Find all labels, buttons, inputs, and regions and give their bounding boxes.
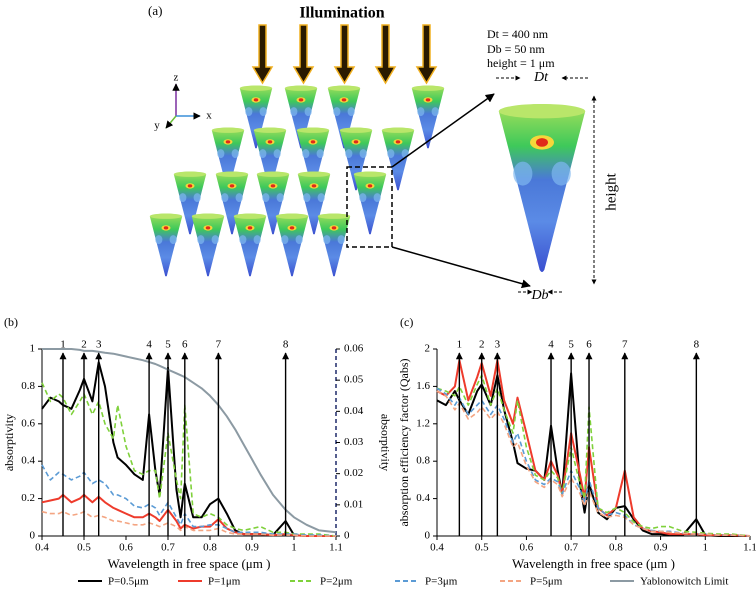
x-tick-label: 0.6 [520, 542, 534, 554]
annotation-label: 1 [60, 339, 66, 351]
x-axis-label: Wavelength in free space (μm ) [108, 556, 271, 571]
y2-tick-label: 0.03 [344, 436, 364, 448]
y-tick-label: 0.6 [21, 417, 35, 429]
dim-label: Dt [533, 70, 549, 85]
spec-text: Dt = 400 nm [487, 27, 549, 41]
x-axis-label: Wavelength in free space (μm ) [512, 556, 675, 571]
axes-triad [165, 83, 201, 129]
y-axis-label: absorptivity [2, 414, 16, 471]
annotation-label: 6 [182, 339, 188, 351]
annotation-label: 8 [283, 339, 289, 351]
y-tick-label: 0.8 [416, 455, 430, 467]
x-tick-label: 0.8 [609, 542, 623, 554]
zoom-box [346, 166, 393, 248]
y-tick-label: 2 [425, 343, 431, 355]
legend-label: P=5μm [530, 576, 563, 588]
annotation-label: 8 [694, 339, 700, 351]
axis-name: z [174, 72, 179, 84]
y-tick-label: 0.2 [21, 492, 35, 504]
cone-array [149, 85, 445, 277]
x-tick-label: 1 [703, 542, 709, 554]
y-tick-label: 0 [30, 530, 36, 542]
x-tick-label: 1 [291, 542, 297, 554]
annotation-label: 1 [457, 339, 463, 351]
diagram: (a) Illumination Dt = 400 nm Db = 50 nm … [148, 3, 619, 303]
annotation-label: 3 [495, 339, 501, 351]
diagram-title: Illumination [299, 5, 384, 22]
annotation-label: 7 [216, 339, 222, 351]
x-tick-label: 1.1 [329, 542, 343, 554]
annotation-label: 2 [479, 339, 485, 351]
annotation-label: 5 [568, 339, 574, 351]
x-tick-label: 0.9 [654, 542, 668, 554]
series-line [41, 382, 337, 537]
x-tick-label: 0.9 [245, 542, 259, 554]
y2-axis-label: absorptivity [378, 414, 392, 471]
x-tick-label: 0.5 [475, 542, 489, 554]
y-tick-label: 0.4 [416, 492, 430, 504]
series-line [436, 390, 751, 537]
y2-tick-label: 0.05 [344, 374, 364, 386]
y-tick-label: 0.4 [21, 455, 35, 467]
annotation-label: 4 [146, 339, 152, 351]
x-tick-label: 1.1 [743, 542, 756, 554]
y2-tick-label: 0.02 [344, 467, 363, 479]
legend-label: P=3μm [425, 576, 458, 588]
dim-label: Db [530, 288, 548, 303]
y2-tick-label: 0.06 [344, 343, 364, 355]
x-tick-label: 0.4 [430, 542, 444, 554]
y-tick-label: 1.2 [416, 417, 430, 429]
y-tick-label: 1 [30, 343, 36, 355]
panel-label: (b) [4, 315, 18, 329]
spec-text: Db = 50 nm [487, 42, 545, 56]
legend-label: P=0.5μm [108, 576, 149, 588]
zoom-arrow [391, 93, 495, 168]
y-tick-label: 0 [425, 530, 431, 542]
annotation-label: 4 [548, 339, 554, 351]
x-tick-label: 0.4 [35, 542, 49, 554]
axis-name: x [206, 110, 212, 122]
series-line [42, 348, 337, 534]
y-axis-label: absorption efficiency factor (Qabs) [397, 358, 411, 526]
annotation-label: 6 [586, 339, 592, 351]
y-tick-label: 1.6 [416, 380, 430, 392]
annotation-label: 7 [622, 339, 628, 351]
illumination-arrows [251, 24, 438, 85]
y2-tick-label: 0 [344, 530, 350, 542]
y2-tick-label: 0.04 [344, 405, 364, 417]
dim-label: height [603, 172, 619, 210]
x-tick-label: 0.5 [77, 542, 91, 554]
annotation-label: 2 [81, 339, 87, 351]
spec-text: height = 1 μm [487, 56, 555, 70]
x-tick-label: 0.8 [203, 542, 217, 554]
y2-tick-label: 0.01 [344, 498, 363, 510]
legend-label: P=2μm [320, 576, 353, 588]
series-line [436, 359, 751, 537]
legend-label: Yablonowitch Limit [640, 576, 728, 588]
zoom-arrow [391, 246, 531, 289]
annotation-label: 3 [96, 339, 102, 351]
y-tick-label: 0.8 [21, 380, 35, 392]
series-line [436, 374, 751, 537]
x-tick-label: 0.6 [119, 542, 133, 554]
panel-label: (a) [148, 3, 162, 18]
x-tick-label: 0.7 [161, 542, 175, 554]
cone-detail [498, 104, 586, 272]
x-tick-label: 0.7 [564, 542, 578, 554]
legend-label: P=1μm [208, 576, 241, 588]
panel-label: (c) [400, 315, 413, 329]
annotation-label: 5 [165, 339, 171, 351]
axis-name: y [154, 120, 160, 132]
